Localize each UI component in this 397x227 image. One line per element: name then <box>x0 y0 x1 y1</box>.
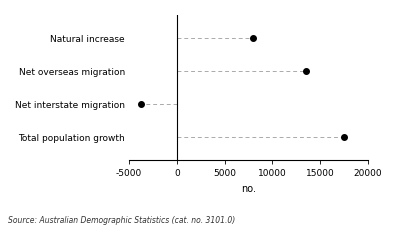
X-axis label: no.: no. <box>241 184 256 194</box>
Text: Source: Australian Demographic Statistics (cat. no. 3101.0): Source: Australian Demographic Statistic… <box>8 216 235 225</box>
